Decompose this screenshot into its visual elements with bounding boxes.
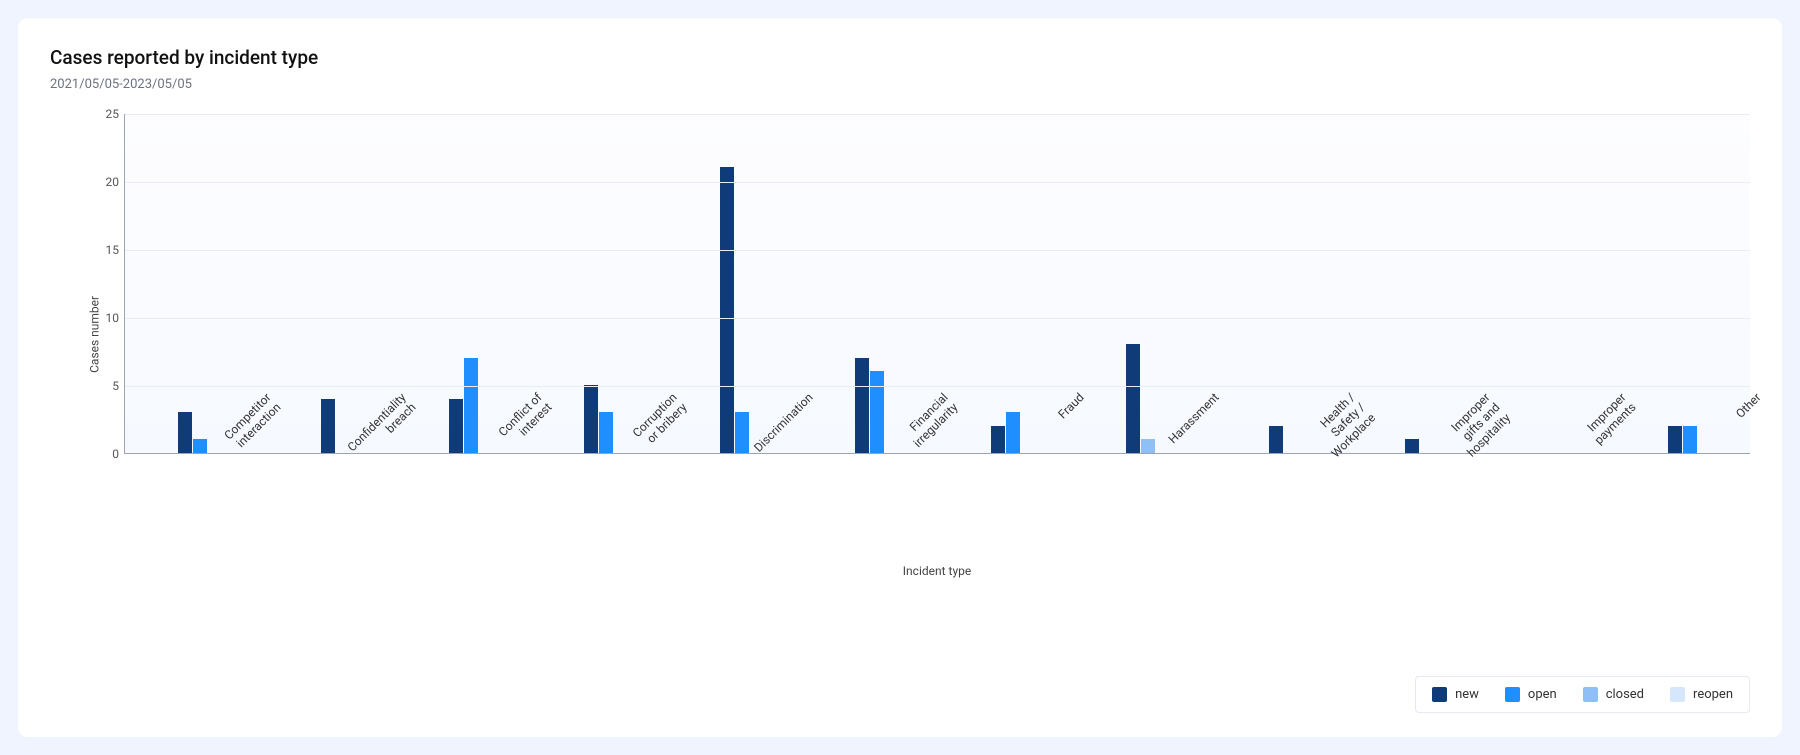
bar-open[interactable] <box>735 412 749 453</box>
chart-date-range: 2021/05/05-2023/05/05 <box>50 77 1750 92</box>
y-tick-label: 5 <box>95 379 119 393</box>
bar-new[interactable] <box>321 399 335 453</box>
legend-label: closed <box>1606 687 1644 702</box>
bar-new[interactable] <box>449 399 463 453</box>
bar-group <box>938 114 1073 453</box>
y-tick-label: 20 <box>95 175 119 189</box>
bar-group <box>125 114 260 453</box>
grid-line <box>125 250 1750 251</box>
y-axis-label: Cases number <box>88 296 102 373</box>
y-tick-label: 10 <box>95 311 119 325</box>
category-label: Conflict of interest <box>395 454 531 554</box>
grid-line <box>125 182 1750 183</box>
x-axis-label: Incident type <box>124 564 1750 578</box>
chart-card: Cases reported by incident type 2021/05/… <box>18 18 1782 737</box>
legend-swatch <box>1432 687 1447 702</box>
legend-swatch <box>1670 687 1685 702</box>
chart-title: Cases reported by incident type <box>50 46 1750 69</box>
category-labels-row: Competitor interactionConfidentiality br… <box>124 454 1750 554</box>
legend-label: reopen <box>1693 687 1733 702</box>
category-label: Other <box>1615 454 1751 554</box>
category-label: Improper gifts and hospitality <box>1344 454 1480 554</box>
category-label: Harassment <box>1073 454 1209 554</box>
category-label: Improper payments <box>1479 454 1615 554</box>
bar-new[interactable] <box>1668 426 1682 453</box>
bar-group <box>1615 114 1750 453</box>
legend-label: open <box>1528 687 1557 702</box>
category-label: Fraud <box>937 454 1073 554</box>
grid-line <box>125 318 1750 319</box>
bar-group <box>531 114 666 453</box>
legend-swatch <box>1583 687 1598 702</box>
bar-group <box>1073 114 1208 453</box>
chart-area: Cases number 0510152025 Competitor inter… <box>90 114 1750 594</box>
bar-open[interactable] <box>870 371 884 453</box>
legend-label: new <box>1455 687 1479 702</box>
bar-new[interactable] <box>855 358 869 453</box>
y-tick-label: 0 <box>95 447 119 461</box>
bar-group <box>1344 114 1479 453</box>
bar-group <box>802 114 937 453</box>
grid-line <box>125 386 1750 387</box>
category-label: Competitor interaction <box>124 454 260 554</box>
bar-new[interactable] <box>720 167 734 453</box>
category-label: Health / Safety / Workplace <box>1208 454 1344 554</box>
bar-group <box>260 114 395 453</box>
bar-new[interactable] <box>178 412 192 453</box>
y-tick-label: 15 <box>95 243 119 257</box>
grid-line <box>125 114 1750 115</box>
category-label: Confidentiality breach <box>260 454 396 554</box>
legend-swatch <box>1505 687 1520 702</box>
bar-new[interactable] <box>584 385 598 453</box>
bar-new[interactable] <box>991 426 1005 453</box>
legend-item-open[interactable]: open <box>1505 687 1557 702</box>
y-tick-label: 25 <box>95 107 119 121</box>
bar-group <box>1479 114 1614 453</box>
bar-new[interactable] <box>1405 439 1419 453</box>
bar-open[interactable] <box>464 358 478 453</box>
legend-item-new[interactable]: new <box>1432 687 1479 702</box>
bar-group <box>396 114 531 453</box>
bar-group <box>1208 114 1343 453</box>
bar-open[interactable] <box>1006 412 1020 453</box>
legend: new open closed reopen <box>1415 676 1750 713</box>
bar-new[interactable] <box>1269 426 1283 453</box>
category-label: Corruption or bribery <box>531 454 667 554</box>
bar-new[interactable] <box>1126 344 1140 453</box>
category-label: Discrimination <box>666 454 802 554</box>
category-label: Financial irregularity <box>802 454 938 554</box>
legend-item-reopen[interactable]: reopen <box>1670 687 1733 702</box>
legend-item-closed[interactable]: closed <box>1583 687 1644 702</box>
bar-group <box>667 114 802 453</box>
